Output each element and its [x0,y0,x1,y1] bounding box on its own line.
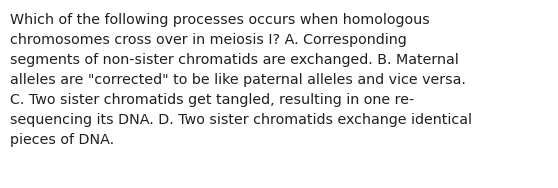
Text: Which of the following processes occurs when homologous
chromosomes cross over i: Which of the following processes occurs … [10,13,472,147]
